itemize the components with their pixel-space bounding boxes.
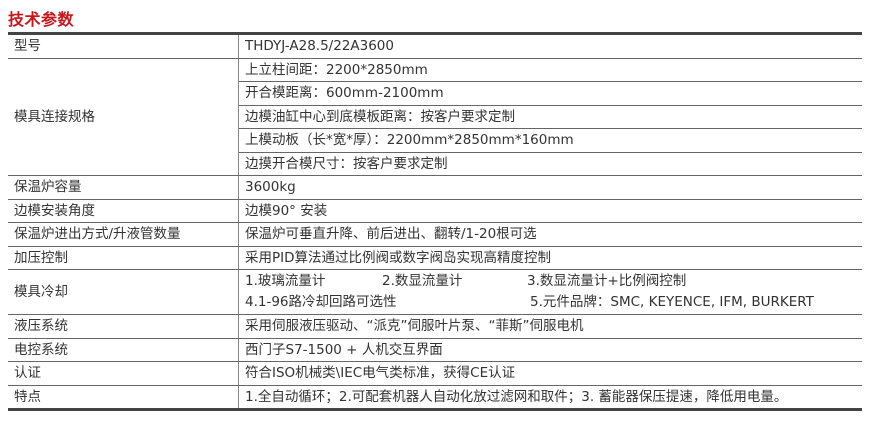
table-row: 电控系统 西门子S7-1500 + 人机交互界面 (8, 338, 862, 362)
row-label: 电控系统 (8, 338, 239, 362)
row-value: 边摸开合模尺寸：按客户要求定制 (238, 152, 862, 176)
table-row: 特点 1.全自动循环；2.可配套机器人自动化放过滤网和取件；3. 蓄能器保压提速，… (8, 385, 862, 410)
table-row: 模具冷却 1.玻璃流量计 2.数显流量计 3.数显流量计+比例阀控制 4.1-96路… (8, 269, 862, 315)
cooling-option: 5.元件品牌：SMC, KEYENCE, IFM, BURKERT (530, 294, 814, 310)
row-value: 上模动板（长*宽*厚）：2200mm*2850mm*160mm (238, 128, 862, 153)
row-value: 开合模距离：600mm-2100mm (238, 81, 862, 106)
row-label: 模具冷却 (8, 269, 239, 315)
table-row: 模具连接规格 上立柱间距：2200*2850mm (8, 58, 862, 176)
row-value: 1.全自动循环；2.可配套机器人自动化放过滤网和取件；3. 蓄能器保压提速，降低… (245, 388, 788, 405)
row-value: 边模油缸中心到底模板距离：按客户要求定制 (238, 105, 862, 129)
row-value: 采用PID算法通过比例阀或数字阀岛实现高精度控制 (238, 246, 862, 270)
table-row: 上模动板（长*宽*厚）：2200mm*2850mm*160mm (8, 128, 862, 153)
cooling-option: 2.数显流量计 (382, 273, 463, 289)
row-value: 上立柱间距：2200*2850mm (238, 58, 862, 82)
table-row: 型号 THDYJ-A28.5/22A3600 (8, 33, 862, 59)
table-row: 加压控制 采用PID算法通过比例阀或数字阀岛实现高精度控制 (8, 246, 862, 270)
row-label: 边模安装角度 (8, 199, 239, 223)
table-row: 边模安装角度 边模90° 安装 (8, 199, 862, 223)
table-row: 保温炉容量 3600kg (8, 175, 862, 200)
cooling-option: 4.1-96路冷却回路可选性 (245, 294, 397, 310)
row-label: 保温炉进出方式/升液管数量 (8, 222, 239, 247)
spec-table: 型号 THDYJ-A28.5/22A3600 模具连接规格 上立柱间距：2200*2… (8, 32, 862, 411)
row-label: 加压控制 (8, 246, 239, 270)
row-label: 特点 (8, 385, 239, 410)
row-value: 保温炉可垂直升降、前后进出、翻转/1-20根可选 (238, 222, 862, 247)
table-row: 边模油缸中心到底模板距离：按客户要求定制 (8, 105, 862, 129)
row-label: 认证 (8, 361, 239, 386)
row-value: THDYJ-A28.5/22A3600 (238, 33, 862, 59)
cooling-option: 1.玻璃流量计 (245, 273, 326, 289)
row-label: 型号 (8, 33, 239, 59)
table-row: 液压系统 采用伺服液压驱动、“派克”伺服叶片泵、“菲斯”伺服电机 (8, 314, 862, 339)
table-row: 认证 符合ISO机械类\IEC电气类标准，获得CE认证 (8, 361, 862, 386)
table-row: 保温炉进出方式/升液管数量 保温炉可垂直升降、前后进出、翻转/1-20根可选 (8, 222, 862, 247)
row-label: 液压系统 (8, 314, 239, 339)
table-row: 边摸开合模尺寸：按客户要求定制 (8, 152, 862, 176)
table-row: 开合模距离：600mm-2100mm (8, 81, 862, 106)
row-value: 3600kg (238, 175, 862, 200)
row-value: 符合ISO机械类\IEC电气类标准，获得CE认证 (238, 361, 862, 386)
row-value: 边模90° 安装 (238, 199, 862, 223)
cooling-option: 3.数显流量计+比例阀控制 (527, 273, 687, 289)
row-label: 模具连接规格 (8, 58, 239, 176)
row-value: 西门子S7-1500 + 人机交互界面 (238, 338, 862, 362)
section-title: 技术参数 (8, 10, 75, 29)
row-value: 1.玻璃流量计 2.数显流量计 3.数显流量计+比例阀控制 4.1-96路冷却回路可… (238, 269, 862, 315)
row-value: 采用伺服液压驱动、“派克”伺服叶片泵、“菲斯”伺服电机 (238, 314, 862, 339)
row-label: 保温炉容量 (8, 175, 239, 200)
